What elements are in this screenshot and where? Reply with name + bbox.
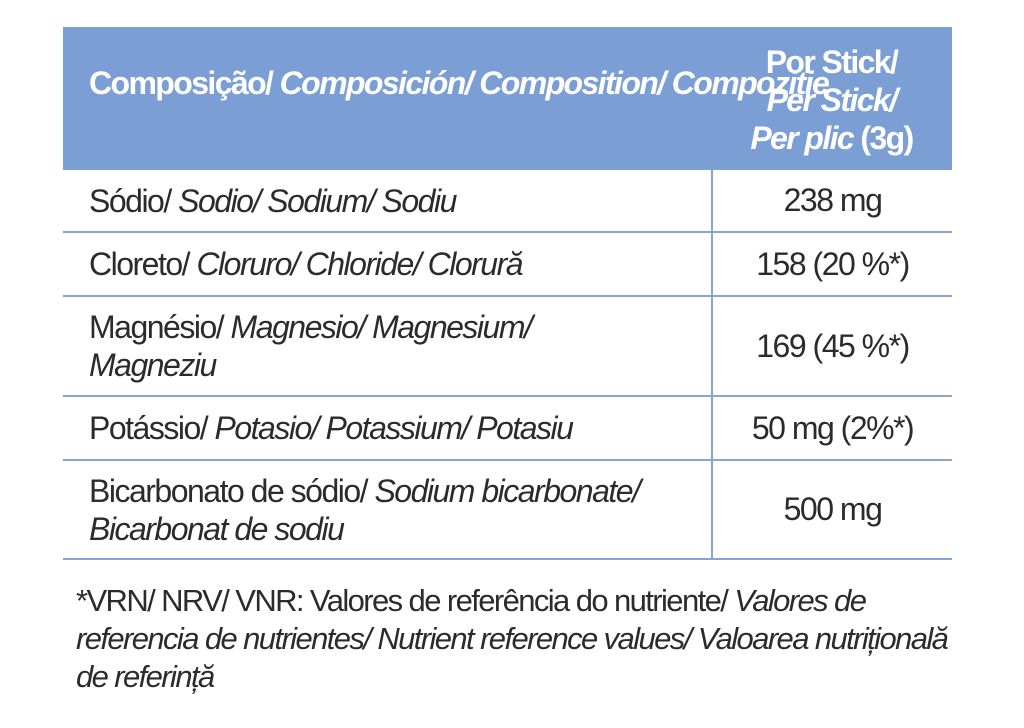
- header-per-stick: Por Stick/ Per Stick/ Per plic (3g): [711, 43, 952, 157]
- label-pt: Cloreto/: [89, 246, 197, 282]
- header-composition-pt: Composição/: [89, 65, 280, 101]
- label-pt: Potássio/: [89, 410, 215, 446]
- row-value: 50 mg (2%*): [711, 397, 952, 459]
- header-composition: Composição/ Composición/ Composition/ Co…: [89, 61, 830, 105]
- label-pt: Magnésio/: [89, 309, 231, 345]
- table-row: Potássio/ Potasio/ Potassium/ Potasiu 50…: [63, 397, 952, 461]
- footnote-pt: *VRN/ NRV/ VNR: Valores de referência do…: [76, 583, 735, 618]
- row-label: Potássio/ Potasio/ Potassium/ Potasiu: [89, 397, 709, 459]
- header-per-pt: Por Stick/: [765, 44, 899, 80]
- label-pt: Sódio/: [89, 182, 179, 219]
- label-translations: Cloruro/ Chloride/ Clorură: [196, 246, 523, 282]
- table-row: Sódio/ Sodio/ Sodium/ Sodiu 238 mg: [63, 170, 952, 233]
- header-per-amount: (3g): [853, 120, 914, 156]
- label-translations: Potasio/ Potassium/ Potasiu: [214, 410, 574, 446]
- header-per-en: Per Stick/: [766, 82, 898, 118]
- header-per-ro: Per plic: [750, 120, 854, 156]
- label-translations: Sodium bicarbonate/ Bicarbonat de sodiu: [89, 472, 641, 547]
- table-header: Composição/ Composición/ Composition/ Co…: [63, 27, 952, 170]
- row-value: 500 mg: [711, 461, 952, 558]
- row-label: Bicarbonato de sódio/ Sodium bicarbonate…: [89, 461, 709, 558]
- composition-table: Composição/ Composición/ Composition/ Co…: [63, 27, 952, 560]
- row-label: Magnésio/ Magnesio/ Magnesium/ Magneziu: [89, 297, 709, 395]
- header-composition-translations: Composición/ Composition/ Compoziție: [279, 65, 830, 101]
- table-row: Bicarbonato de sódio/ Sodium bicarbonate…: [63, 461, 952, 560]
- row-value: 158 (20 %*): [711, 233, 952, 295]
- label-translations: Magnesio/ Magnesium/ Magneziu: [89, 309, 533, 383]
- row-label: Sódio/ Sodio/ Sodium/ Sodiu: [89, 170, 709, 231]
- row-value: 169 (45 %*): [711, 297, 952, 395]
- footnote: *VRN/ NRV/ VNR: Valores de referência do…: [76, 582, 956, 696]
- label-pt: Bicarbonato de sódio/: [89, 472, 375, 509]
- footnote-translations: Valores de referencia de nutrientes/ Nut…: [76, 583, 949, 694]
- table-row: Magnésio/ Magnesio/ Magnesium/ Magneziu …: [63, 297, 952, 397]
- table-row: Cloreto/ Cloruro/ Chloride/ Clorură 158 …: [63, 233, 952, 297]
- row-value: 238 mg: [711, 170, 952, 231]
- row-label: Cloreto/ Cloruro/ Chloride/ Clorură: [89, 233, 709, 295]
- label-translations: Sodio/ Sodium/ Sodiu: [178, 182, 457, 219]
